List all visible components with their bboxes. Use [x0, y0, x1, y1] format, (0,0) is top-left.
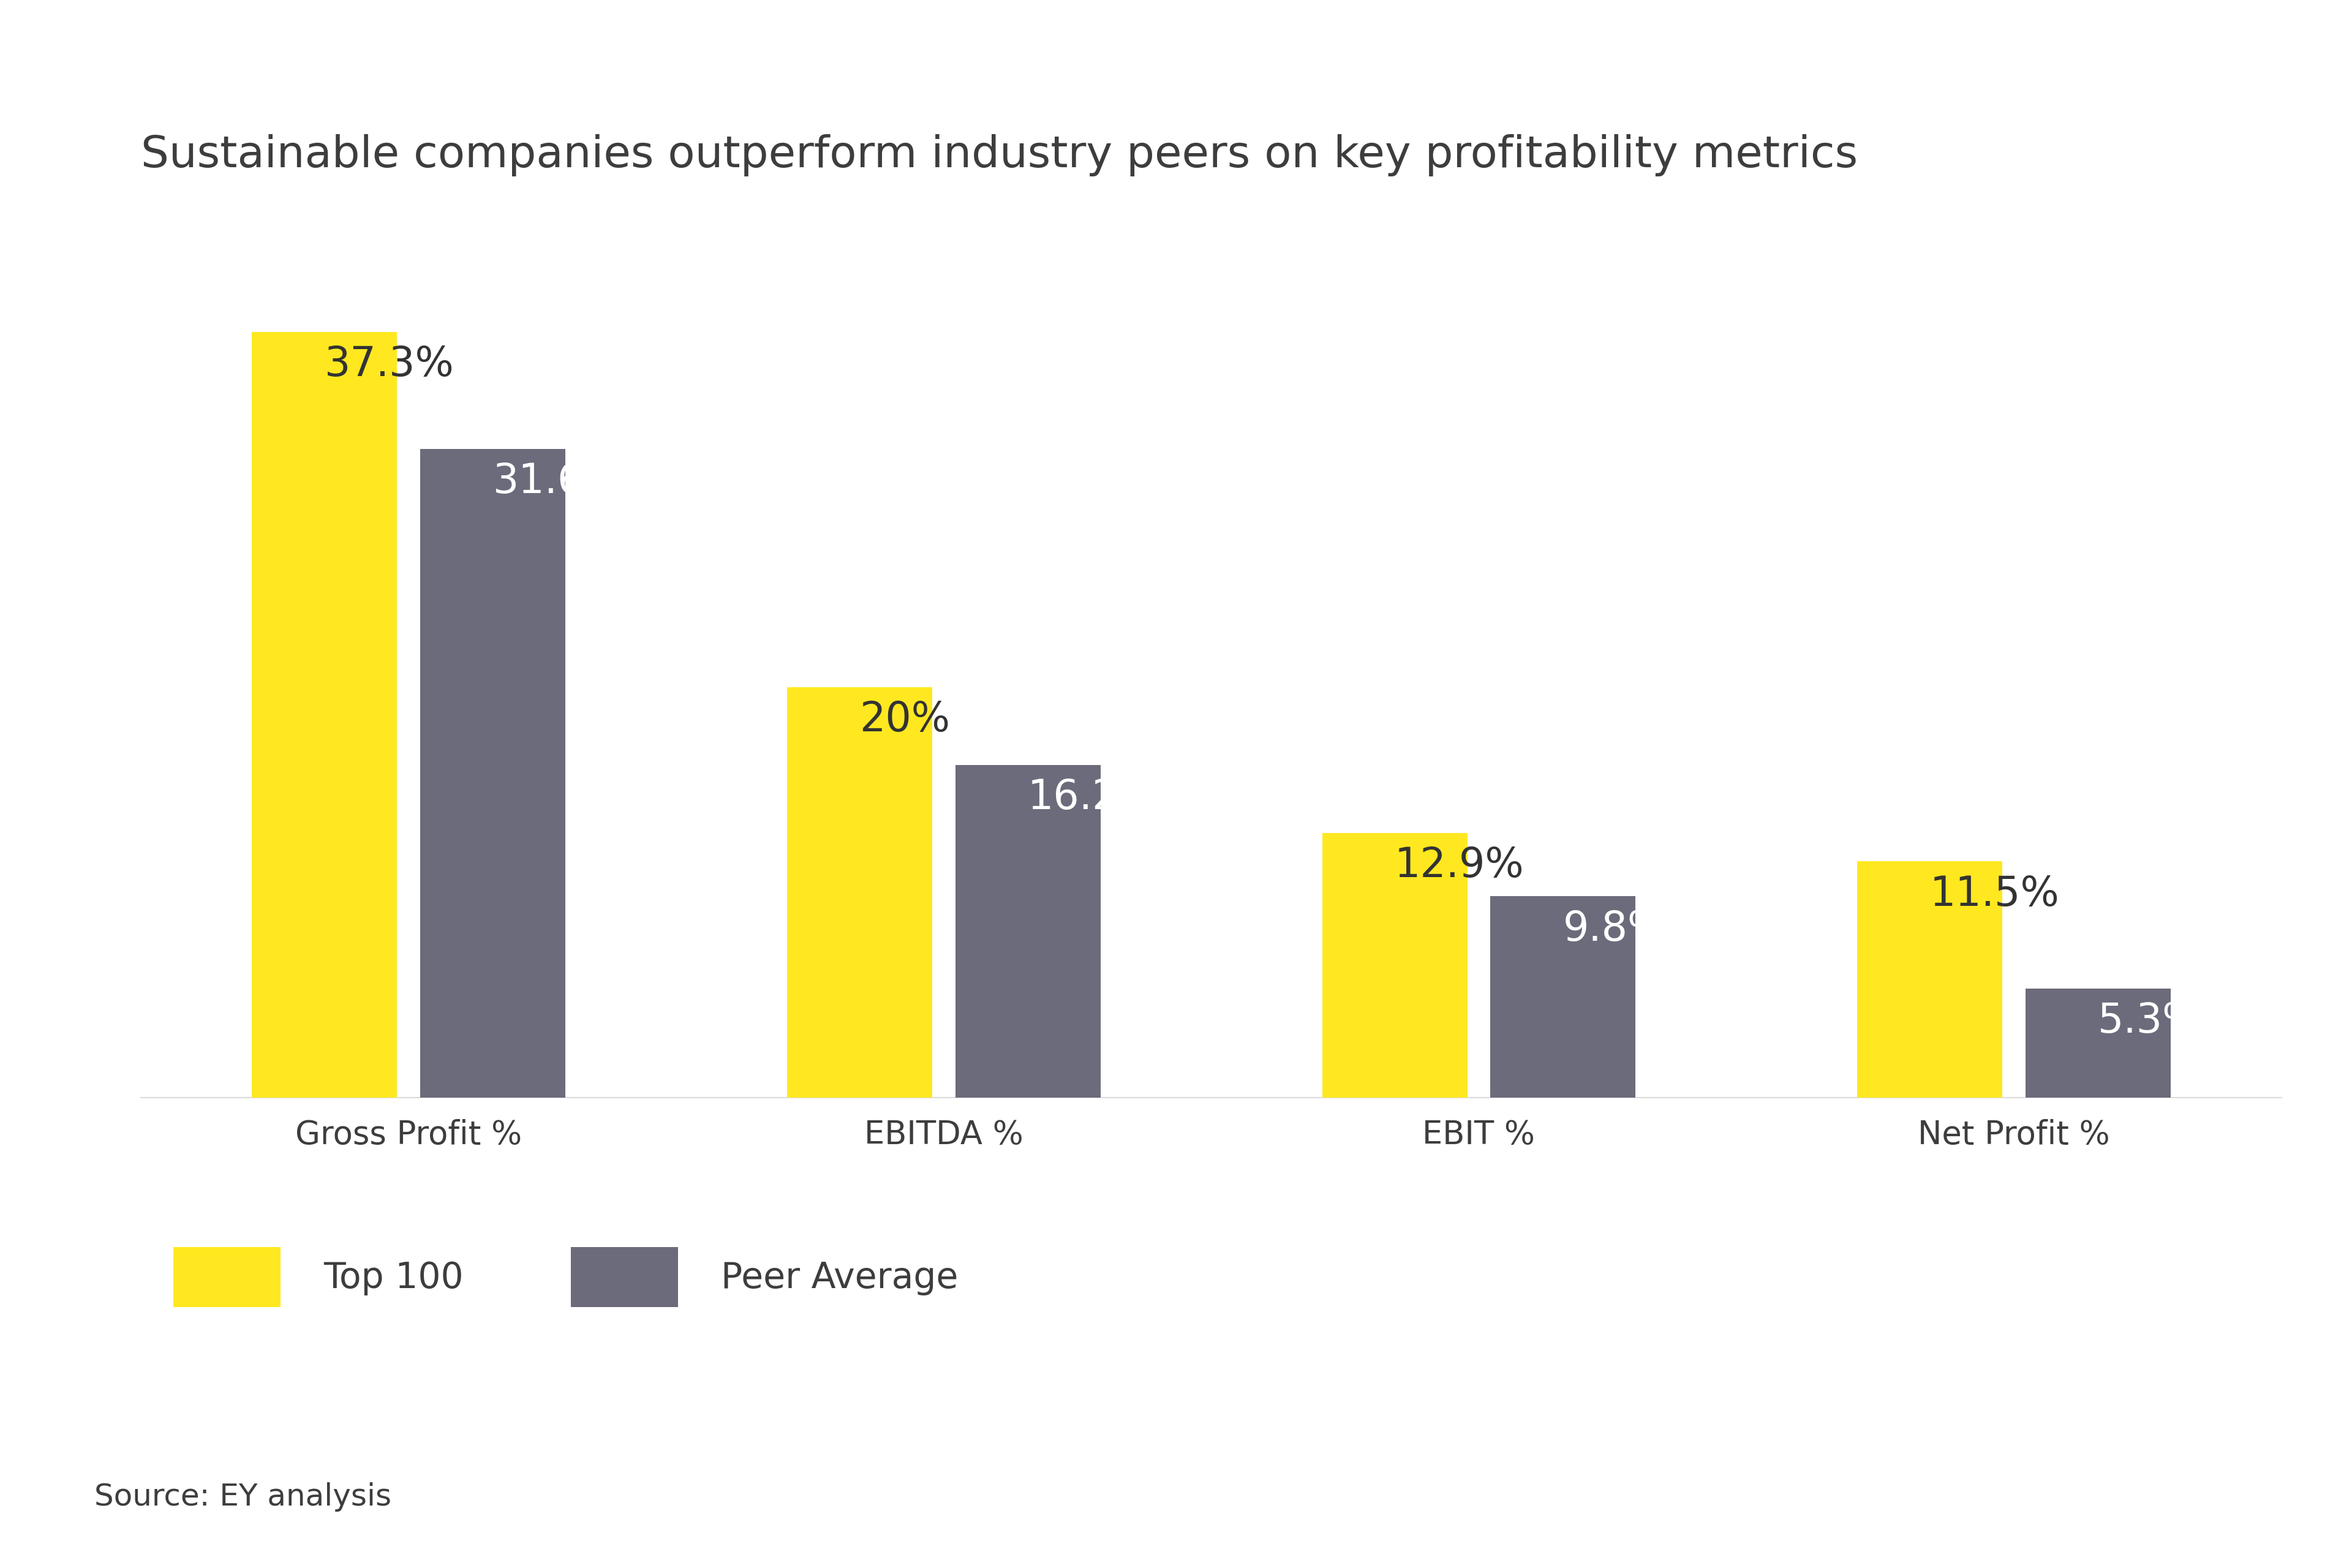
Text: 37.3%: 37.3%	[325, 343, 454, 384]
Bar	[421, 448, 564, 1098]
Legend: Top 100, Peer Average: Top 100, Peer Average	[160, 1232, 971, 1322]
Text: Sustainable companies outperform industry peers on key profitability metrics: Sustainable companies outperform industr…	[141, 135, 1858, 176]
Text: Source: EY analysis: Source: EY analysis	[94, 1482, 390, 1512]
Text: 5.3%: 5.3%	[2098, 1000, 2201, 1041]
Text: 20%: 20%	[861, 699, 950, 740]
Text: 31.6%: 31.6%	[492, 461, 623, 502]
Bar	[1858, 861, 2002, 1098]
Bar	[1322, 833, 1468, 1098]
Bar	[252, 332, 397, 1098]
Bar	[955, 765, 1101, 1098]
Text: 11.5%: 11.5%	[1929, 873, 2060, 914]
Bar	[2025, 989, 2171, 1098]
Text: 9.8%: 9.8%	[1562, 909, 1668, 949]
Bar	[1491, 897, 1635, 1098]
Text: 16.2%: 16.2%	[1028, 778, 1157, 817]
Text: 12.9%: 12.9%	[1395, 845, 1524, 886]
Bar	[788, 687, 931, 1098]
